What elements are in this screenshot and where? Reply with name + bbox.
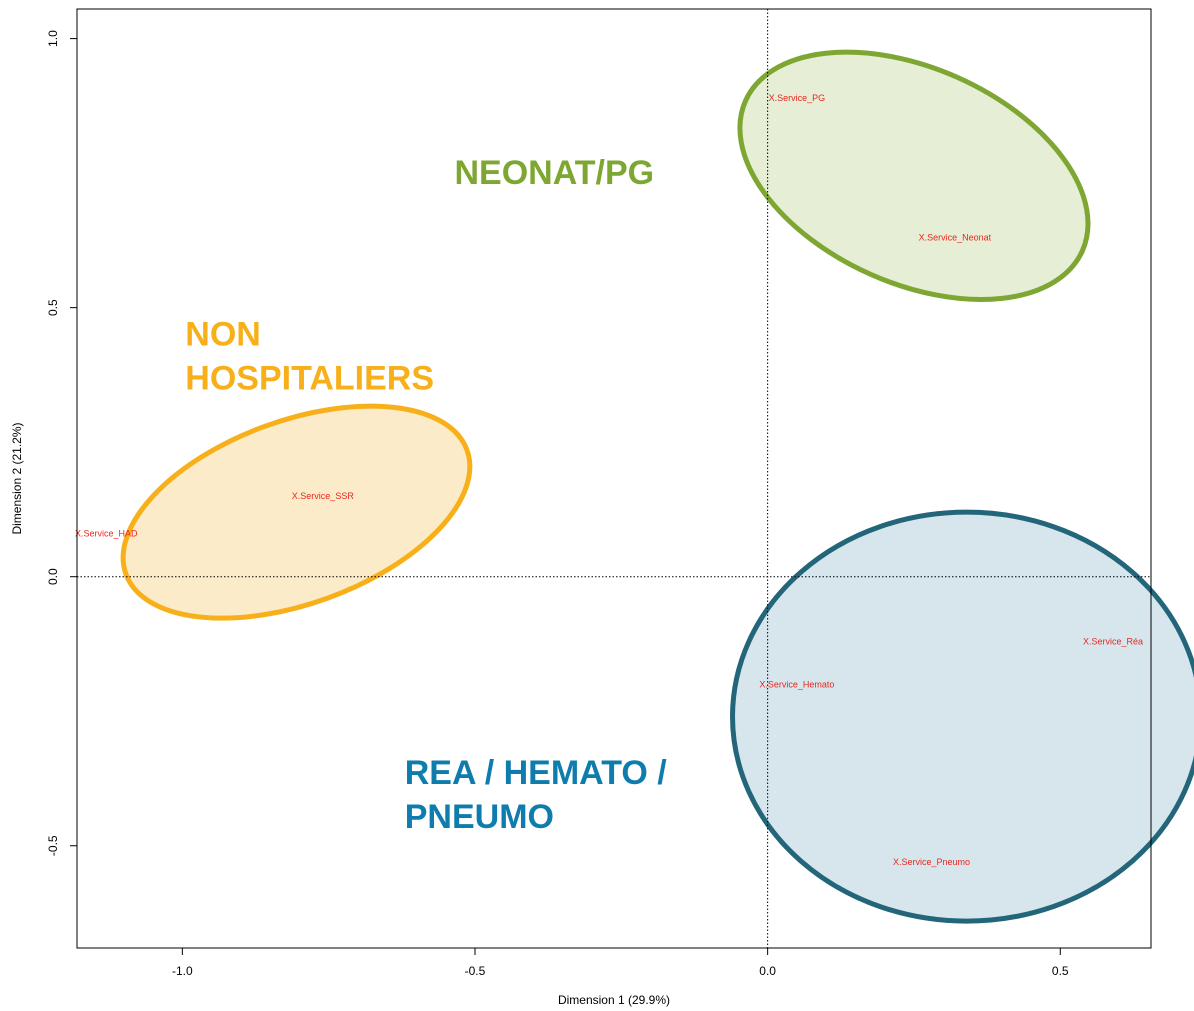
point-label-0: X.Service_PG	[769, 93, 826, 103]
y-tick-label-2: 0.5	[46, 299, 60, 316]
group-ellipse-0	[737, 49, 1091, 302]
plot-frame	[76, 8, 1152, 949]
x-tick-label-2: 0.0	[759, 964, 776, 978]
point-label-4: X.Service_Réa	[1083, 636, 1143, 646]
y-axis-title: Dimension 2 (21.2%)	[10, 422, 24, 534]
group-labels: NEONAT/PG NON HOSPITALIERS REA / HEMATO / PN…	[185, 154, 667, 836]
x-axis-title: Dimension 1 (29.9%)	[558, 993, 670, 1007]
y-axis: -0.5 0.0 0.5 1.0	[46, 30, 77, 856]
x-tick-label-0: -1.0	[172, 964, 193, 978]
y-tick-label-1: 0.0	[46, 568, 60, 585]
point-labels: X.Service_PG X.Service_Neonat X.Service_SS…	[75, 93, 1143, 867]
group-label-line: HOSPITALIERS	[185, 359, 434, 397]
group-ellipse-2	[730, 509, 1194, 924]
group-label-line: NON	[185, 315, 261, 353]
group-label-0: NEONAT/PG	[455, 154, 655, 192]
point-label-6: X.Service_Pneumo	[893, 857, 970, 867]
x-tick-label-1: -0.5	[465, 964, 486, 978]
x-axis: -1.0 -0.5 0.0 0.5	[172, 948, 1069, 978]
reference-lines	[77, 9, 1151, 948]
point-label-1: X.Service_Neonat	[919, 233, 992, 243]
point-label-3: X.Service_HAD	[75, 529, 138, 539]
group-label-2: REA / HEMATO / PNEUMO	[405, 754, 667, 836]
point-label-2: X.Service_SSR	[292, 491, 355, 501]
group-label-line: NEONAT/PG	[455, 154, 655, 192]
group-label-line: REA / HEMATO /	[405, 754, 667, 792]
y-tick-label-0: -0.5	[46, 835, 60, 856]
group-label-1: NON HOSPITALIERS	[185, 315, 434, 397]
y-tick-label-3: 1.0	[46, 30, 60, 47]
point-label-5: X.Service_Hemato	[759, 679, 834, 689]
group-ellipse-1	[120, 403, 473, 621]
group-ellipses	[120, 49, 1194, 924]
group-label-line: PNEUMO	[405, 798, 554, 836]
x-tick-label-3: 0.5	[1052, 964, 1069, 978]
